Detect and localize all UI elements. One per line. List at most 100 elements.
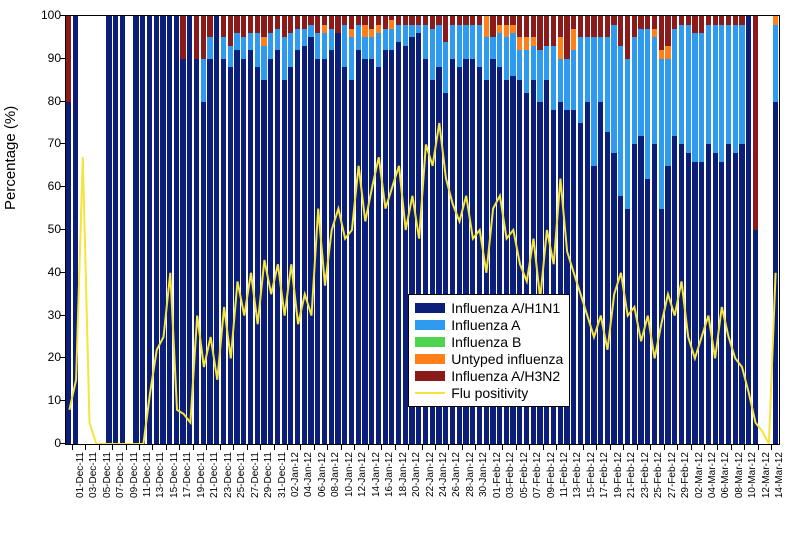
bar-column bbox=[665, 16, 670, 444]
bar-segment-h1n1 bbox=[659, 209, 664, 444]
bar-segment-a bbox=[645, 29, 650, 179]
x-tick-label: 24-Jan-12 bbox=[438, 452, 449, 497]
bar-column bbox=[638, 16, 643, 444]
bar-segment-a bbox=[638, 29, 643, 136]
bar-column bbox=[605, 16, 610, 444]
x-tick-label: 02-Mar-12 bbox=[694, 452, 705, 498]
x-tick-label: 01-Dec-11 bbox=[75, 452, 86, 498]
bar-column bbox=[140, 16, 145, 444]
bar-segment-h3n2 bbox=[659, 16, 664, 50]
x-tick-label: 29-Dec-11 bbox=[263, 452, 274, 498]
bar-segment-a bbox=[504, 37, 509, 80]
bar-segment-h1n1 bbox=[241, 59, 246, 444]
x-tick-label: 19-Feb-12 bbox=[613, 452, 624, 498]
x-tick-label: 11-Feb-12 bbox=[559, 452, 570, 497]
bar-segment-h1n1 bbox=[342, 67, 347, 444]
bar-segment-h1n1 bbox=[315, 59, 320, 444]
legend-label: Flu positivity bbox=[451, 385, 528, 401]
bar-segment-h1n1 bbox=[389, 50, 394, 444]
y-tick-label: 10 bbox=[48, 393, 61, 407]
bar-column bbox=[719, 16, 724, 444]
bar-segment-h3n2 bbox=[248, 16, 253, 33]
bar-column bbox=[248, 16, 253, 444]
bar-column bbox=[706, 16, 711, 444]
bar-segment-h3n2 bbox=[699, 16, 704, 33]
bar-column bbox=[221, 16, 226, 444]
bar-segment-h3n2 bbox=[282, 16, 287, 37]
y-tick-label: 20 bbox=[48, 350, 61, 364]
bar-column bbox=[167, 16, 172, 444]
bar-segment-h1n1 bbox=[773, 102, 778, 444]
bar-column bbox=[396, 16, 401, 444]
bar-column bbox=[228, 16, 233, 444]
bar-column bbox=[66, 16, 71, 444]
bar-segment-a bbox=[719, 25, 724, 162]
bar-segment-a bbox=[558, 59, 563, 102]
plot-area: Influenza A/H1N1Influenza AInfluenza BUn… bbox=[65, 15, 780, 445]
x-tick-label: 04-Jan-12 bbox=[303, 452, 314, 497]
bar-column bbox=[127, 16, 132, 444]
bar-column bbox=[174, 16, 179, 444]
bar-column bbox=[369, 16, 374, 444]
bar-segment-h1n1 bbox=[295, 50, 300, 444]
bar-column bbox=[578, 16, 583, 444]
bar-segment-a bbox=[470, 25, 475, 59]
bar-segment-h1n1 bbox=[234, 50, 239, 444]
bar-segment-h1n1 bbox=[692, 162, 697, 444]
bar-column bbox=[733, 16, 738, 444]
bar-segment-h1n1 bbox=[383, 50, 388, 444]
x-tick-label: 14-Mar-12 bbox=[774, 452, 785, 498]
y-tick-label: 80 bbox=[48, 94, 61, 108]
bar-segment-a bbox=[611, 25, 616, 153]
legend-label: Influenza A bbox=[451, 317, 520, 333]
bar-segment-a bbox=[531, 46, 536, 80]
x-tick-label: 23-Dec-11 bbox=[223, 452, 234, 498]
bar-segment-h1n1 bbox=[585, 102, 590, 444]
bar-segment-h3n2 bbox=[234, 16, 239, 33]
bar-segment-a bbox=[416, 25, 421, 34]
bar-segment-h1n1 bbox=[362, 59, 367, 444]
bar-column bbox=[201, 16, 206, 444]
bar-segment-h3n2 bbox=[477, 16, 482, 25]
bar-segment-h3n2 bbox=[706, 16, 711, 25]
bar-column bbox=[692, 16, 697, 444]
bar-column bbox=[214, 16, 219, 444]
bar-column bbox=[773, 16, 778, 444]
bar-column bbox=[106, 16, 111, 444]
bar-column bbox=[389, 16, 394, 444]
bar-column bbox=[261, 16, 266, 444]
bar-segment-h1n1 bbox=[356, 50, 361, 444]
bar-segment-h3n2 bbox=[194, 16, 199, 59]
bar-column bbox=[713, 16, 718, 444]
bar-column bbox=[147, 16, 152, 444]
bar-column bbox=[302, 16, 307, 444]
bar-column bbox=[241, 16, 246, 444]
bar-segment-h1n1 bbox=[160, 16, 165, 444]
y-tick-label: 60 bbox=[48, 179, 61, 193]
bar-segment-h1n1 bbox=[605, 132, 610, 444]
bar-segment-a bbox=[396, 25, 401, 42]
x-tick-label: 18-Jan-12 bbox=[398, 452, 409, 497]
bar-column bbox=[187, 16, 192, 444]
bar-segment-untyped bbox=[558, 37, 563, 58]
bar-segment-a bbox=[248, 33, 253, 50]
bar-segment-h1n1 bbox=[214, 16, 219, 444]
bar-segment-h1n1 bbox=[618, 196, 623, 444]
bar-column bbox=[753, 16, 758, 444]
bar-segment-untyped bbox=[484, 16, 489, 37]
y-tick-label: 90 bbox=[48, 51, 61, 65]
legend-swatch bbox=[415, 354, 445, 364]
legend: Influenza A/H1N1Influenza AInfluenza BUn… bbox=[408, 294, 570, 407]
bar-segment-a bbox=[652, 37, 657, 144]
bar-segment-a bbox=[517, 50, 522, 80]
bar-segment-a bbox=[463, 25, 468, 59]
bar-segment-h3n2 bbox=[450, 16, 455, 25]
y-axis-label: Percentage (%) bbox=[2, 106, 19, 210]
bar-segment-a bbox=[625, 59, 630, 209]
bar-column bbox=[282, 16, 287, 444]
bar-column bbox=[194, 16, 199, 444]
bar-segment-h3n2 bbox=[349, 16, 354, 29]
bar-segment-h3n2 bbox=[288, 16, 293, 33]
bar-segment-a bbox=[739, 25, 744, 145]
legend-item-line: Flu positivity bbox=[415, 385, 563, 401]
